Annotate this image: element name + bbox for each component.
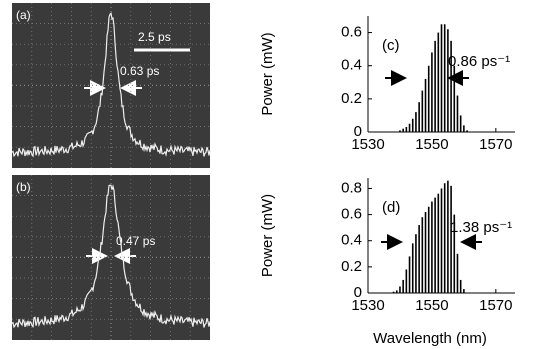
- annotation: 0.86 ps⁻¹: [448, 53, 510, 70]
- x-tick-label: 1570: [479, 297, 512, 314]
- y-tick-label: 0.2: [341, 258, 362, 275]
- y-axis-label: Power (mW): [259, 32, 276, 115]
- x-tick-label: 1570: [479, 136, 512, 153]
- scale-label: 2.5 ps: [138, 30, 171, 44]
- width-label: 0.47 ps: [116, 234, 155, 248]
- y-axis-label: Power (mW): [259, 194, 276, 277]
- y-tick-label: 0.8: [341, 179, 362, 196]
- panel-label: (b): [16, 180, 31, 194]
- x-tick-label: 1550: [415, 297, 448, 314]
- panel-label: (d): [382, 199, 400, 216]
- figure: (a) 2.5 ps 0.63 ps (b) 0.47 ps 00.20.40.…: [0, 0, 538, 349]
- panel-label: (c): [382, 37, 400, 54]
- x-tick-label: 1550: [415, 136, 448, 153]
- x-axis-label: Wavelength (nm): [373, 330, 487, 347]
- y-tick-label: 0.6: [341, 206, 362, 223]
- x-tick-label: 1530: [351, 136, 384, 153]
- y-tick-label: 0.4: [341, 232, 362, 249]
- panel-label: (a): [16, 8, 31, 22]
- y-tick-label: 0.6: [341, 24, 362, 41]
- y-tick-label: 0.4: [341, 57, 362, 74]
- annotation: 1.38 ps⁻¹: [450, 219, 512, 236]
- width-label: 0.63 ps: [120, 64, 159, 78]
- x-tick-label: 1530: [351, 297, 384, 314]
- photos: (a) 2.5 ps 0.63 ps (b) 0.47 ps: [12, 3, 210, 340]
- y-tick-label: 0.2: [341, 90, 362, 107]
